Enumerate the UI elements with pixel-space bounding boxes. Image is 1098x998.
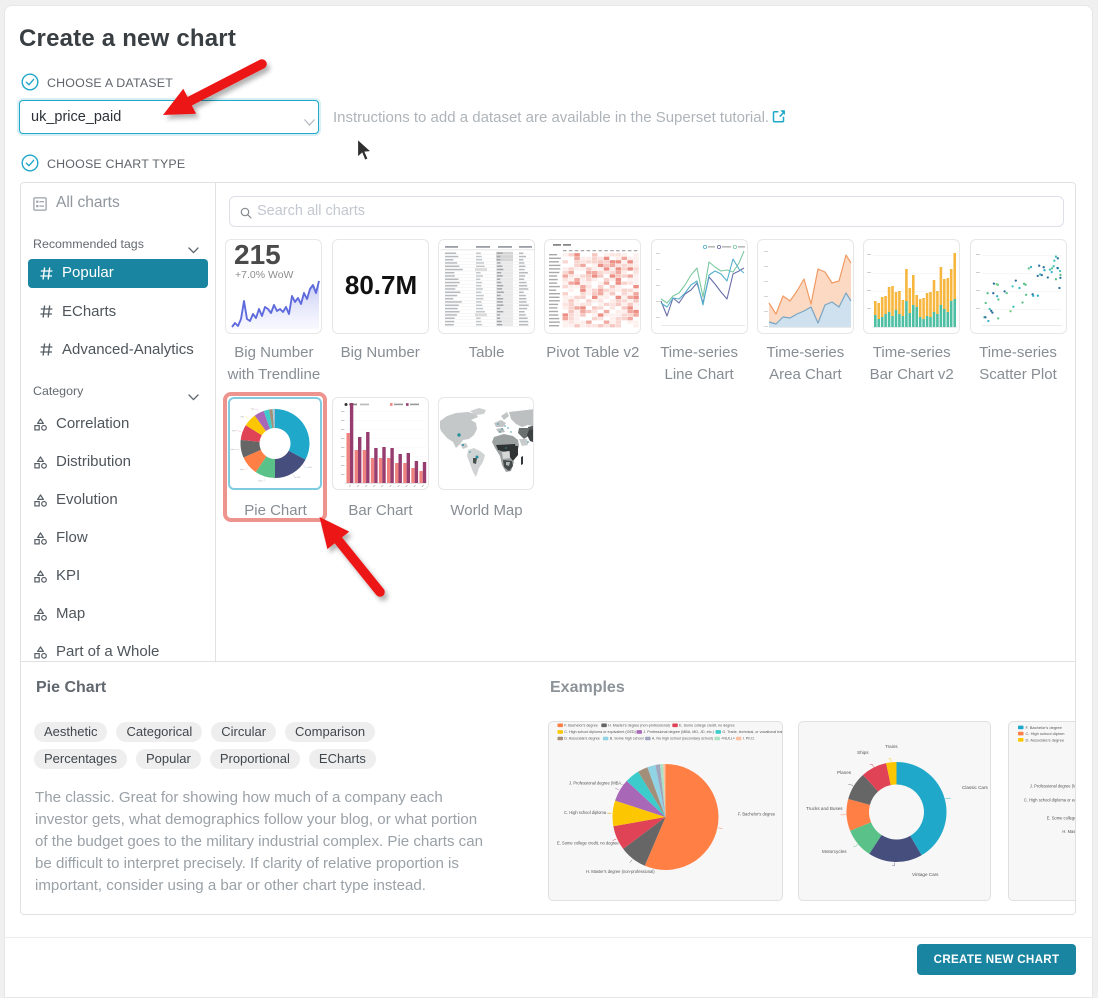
svg-text:C. High school diploma or eq: C. High school diploma or eq: [1024, 798, 1076, 803]
svg-text:J. Professional degree (MBA...: J. Professional degree (MBA...: [569, 781, 625, 786]
svg-text:Planes: Planes: [837, 770, 852, 775]
svg-text:D. Associate's degree: D. Associate's degree: [1026, 737, 1065, 742]
svg-text:80.7M: 80.7M: [345, 270, 417, 300]
svg-text:J. Professional degree (M: J. Professional degree (M: [1030, 784, 1076, 789]
svg-text:Classic Cars: Classic Cars: [962, 785, 988, 790]
svg-text:A. No high school (secondary s: A. No high school (secondary school): [652, 737, 713, 741]
svg-text:J. Professional degree (MBA, M: J. Professional degree (MBA, MD, JD, etc…: [643, 730, 714, 734]
svg-text:F. Bachelor's degree: F. Bachelor's degree: [564, 724, 598, 728]
svg-text:B. Some high school: B. Some high school: [610, 737, 644, 741]
svg-text:C. High school diploma or equi: C. High school diploma or equivalent (GE…: [564, 730, 636, 734]
svg-text:215: 215: [234, 241, 281, 270]
svg-text:H. Mast: H. Mast: [1062, 829, 1076, 834]
svg-text:Ships: Ships: [857, 750, 869, 755]
svg-text:D. Associate's degree: D. Associate's degree: [564, 737, 600, 741]
svg-text:C. High school diploma ...: C. High school diploma ...: [564, 810, 611, 815]
svg-text:H. Master's degree (non-profes: H. Master's degree (non-professional): [608, 724, 670, 728]
svg-text:E. Some college credit, no deg: E. Some college credit, no degree: [557, 841, 619, 846]
svg-text:Trucks and Buses: Trucks and Buses: [806, 806, 843, 811]
svg-text:Motorcycles: Motorcycles: [822, 849, 847, 854]
svg-text:I. Ph.D.: I. Ph.D.: [743, 737, 755, 741]
svg-text:Vintage Cars: Vintage Cars: [912, 872, 939, 877]
svg-text:«NULL»: «NULL»: [721, 737, 735, 741]
svg-text:E. Some college: E. Some college: [1047, 816, 1076, 821]
svg-text:C. High school diplom: C. High school diplom: [1026, 731, 1066, 736]
svg-text:H. Master's degree (non-profes: H. Master's degree (non-professional): [586, 869, 655, 874]
svg-text:+7.0% WoW: +7.0% WoW: [235, 269, 294, 281]
svg-text:F. Bachelor's degree: F. Bachelor's degree: [1026, 725, 1063, 730]
svg-text:F. Bachelor's degree: F. Bachelor's degree: [738, 812, 776, 817]
svg-text:E. Some college credit, no deg: E. Some college credit, no degree: [679, 724, 735, 728]
svg-text:Trains: Trains: [885, 744, 898, 749]
svg-text:G. Trade, technical, or vocati: G. Trade, technical, or vocational train…: [722, 730, 783, 734]
